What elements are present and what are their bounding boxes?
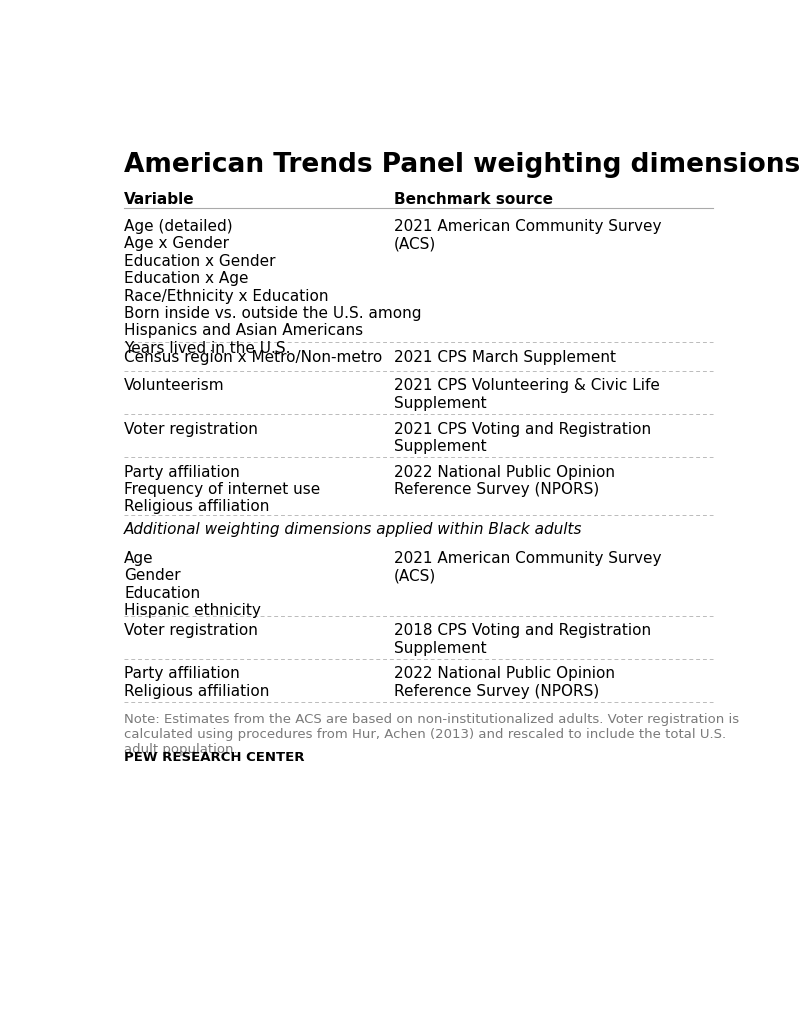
Text: Volunteerism: Volunteerism bbox=[124, 379, 225, 394]
Text: PEW RESEARCH CENTER: PEW RESEARCH CENTER bbox=[124, 751, 305, 764]
Text: Party affiliation
Religious affiliation: Party affiliation Religious affiliation bbox=[124, 666, 270, 699]
Text: Additional weighting dimensions applied within Black adults: Additional weighting dimensions applied … bbox=[124, 523, 583, 537]
Text: 2021 CPS Volunteering & Civic Life
Supplement: 2021 CPS Volunteering & Civic Life Suppl… bbox=[394, 379, 660, 411]
Text: Age
Gender
Education
Hispanic ethnicity: Age Gender Education Hispanic ethnicity bbox=[124, 550, 261, 618]
Text: 2021 American Community Survey
(ACS): 2021 American Community Survey (ACS) bbox=[394, 550, 662, 583]
Text: 2021 CPS March Supplement: 2021 CPS March Supplement bbox=[394, 350, 616, 365]
Text: 2021 American Community Survey
(ACS): 2021 American Community Survey (ACS) bbox=[394, 219, 662, 252]
Text: Age (detailed)
Age x Gender
Education x Gender
Education x Age
Race/Ethnicity x : Age (detailed) Age x Gender Education x … bbox=[124, 219, 422, 356]
Text: 2021 CPS Voting and Registration
Supplement: 2021 CPS Voting and Registration Supplem… bbox=[394, 421, 651, 454]
Text: Benchmark source: Benchmark source bbox=[394, 192, 553, 207]
Text: American Trends Panel weighting dimensions: American Trends Panel weighting dimensio… bbox=[124, 152, 801, 178]
Text: Census region x Metro/Non-metro: Census region x Metro/Non-metro bbox=[124, 350, 382, 365]
Text: Voter registration: Voter registration bbox=[124, 421, 258, 437]
Text: 2022 National Public Opinion
Reference Survey (NPORS): 2022 National Public Opinion Reference S… bbox=[394, 666, 615, 699]
Text: Note: Estimates from the ACS are based on non-institutionalized adults. Voter re: Note: Estimates from the ACS are based o… bbox=[124, 713, 739, 756]
Text: 2018 CPS Voting and Registration
Supplement: 2018 CPS Voting and Registration Supplem… bbox=[394, 623, 651, 656]
Text: Variable: Variable bbox=[124, 192, 195, 207]
Text: 2022 National Public Opinion
Reference Survey (NPORS): 2022 National Public Opinion Reference S… bbox=[394, 464, 615, 497]
Text: Voter registration: Voter registration bbox=[124, 623, 258, 638]
Text: Party affiliation
Frequency of internet use
Religious affiliation: Party affiliation Frequency of internet … bbox=[124, 464, 321, 515]
